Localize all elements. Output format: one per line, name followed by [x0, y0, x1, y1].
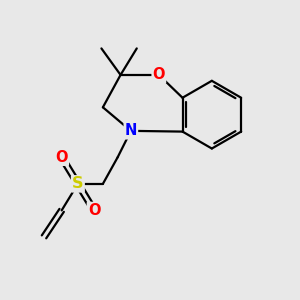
Text: O: O	[153, 68, 165, 82]
Text: S: S	[72, 176, 84, 191]
Text: O: O	[88, 203, 100, 218]
Text: O: O	[56, 150, 68, 165]
Text: N: N	[125, 123, 137, 138]
